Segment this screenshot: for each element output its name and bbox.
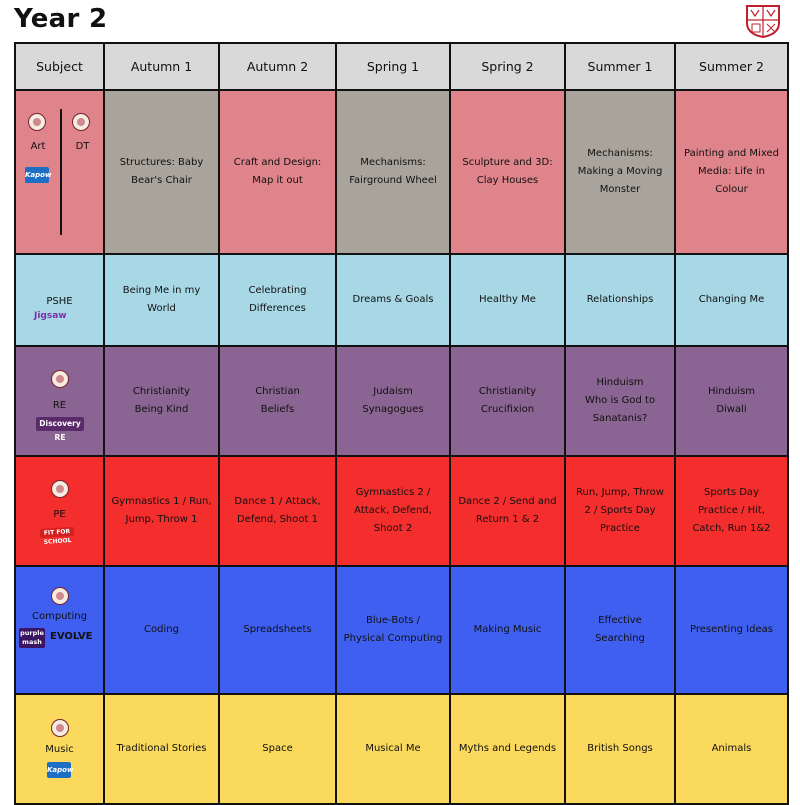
subject-label-computing: Computing bbox=[32, 611, 87, 622]
cell-computing-autumn-2: Spreadsheets bbox=[218, 565, 337, 695]
cell-re-spring-2: Christianity Crucifixion bbox=[449, 345, 566, 457]
dt-logo-icon bbox=[72, 113, 90, 131]
cell-music-summer-2: Animals bbox=[674, 693, 789, 805]
cell-pshe-autumn-1: Being Me in my World bbox=[103, 253, 220, 347]
cell-art-spring-2: Sculpture and 3D: Clay Houses bbox=[449, 89, 566, 255]
cell-re-summer-1: Hinduism Who is God to Sanatanis? bbox=[564, 345, 676, 457]
school-crest-icon bbox=[746, 5, 780, 39]
curriculum-table: Subject Autumn 1 Autumn 2 Spring 1 Sprin… bbox=[14, 42, 789, 805]
page-title: Year 2 bbox=[14, 4, 108, 34]
cell-art-autumn-2: Craft and Design: Map it out bbox=[218, 89, 337, 255]
cell-pshe-spring-2: Healthy Me bbox=[449, 253, 566, 347]
subject-label-pshe: PSHE bbox=[46, 296, 73, 307]
cell-computing-summer-2: Presenting Ideas bbox=[674, 565, 789, 695]
subject-label-music: Music bbox=[45, 744, 74, 755]
table-row-pe: PE FIT FOR SCHOOL Gymnastics 1 / Run, Ju… bbox=[14, 455, 789, 567]
subject-label-dt: DT bbox=[75, 141, 90, 152]
music-logo-icon bbox=[51, 719, 69, 737]
subject-cell-re: RE Discovery RE bbox=[14, 345, 105, 457]
header-autumn-1: Autumn 1 bbox=[103, 42, 220, 91]
table-row-pshe: PSHE Jigsaw Being Me in my World Celebra… bbox=[14, 253, 789, 347]
cell-computing-spring-2: Making Music bbox=[449, 565, 566, 695]
cell-pshe-autumn-2: Celebrating Differences bbox=[218, 253, 337, 347]
cell-computing-spring-1: Blue-Bots / Physical Computing bbox=[335, 565, 451, 695]
subject-cell-pe: PE FIT FOR SCHOOL bbox=[14, 455, 105, 567]
jigsaw-logo: Jigsaw bbox=[34, 311, 67, 321]
kapow-logo: Kapow bbox=[47, 762, 73, 778]
cell-music-summer-1: British Songs bbox=[564, 693, 676, 805]
cell-pshe-summer-2: Changing Me bbox=[674, 253, 789, 347]
cell-pshe-summer-1: Relationships bbox=[564, 253, 676, 347]
discovery-re-logo: Discovery RE bbox=[36, 417, 84, 442]
cell-music-spring-2: Myths and Legends bbox=[449, 693, 566, 805]
subject-cell-music: Music Kapow bbox=[14, 693, 105, 805]
cell-pe-spring-2: Dance 2 / Send and Return 1 & 2 bbox=[449, 455, 566, 567]
header-summer-2: Summer 2 bbox=[674, 42, 789, 91]
cell-music-spring-1: Musical Me bbox=[335, 693, 451, 805]
cell-pe-autumn-2: Dance 1 / Attack, Defend, Shoot 1 bbox=[218, 455, 337, 567]
cell-re-summer-2: Hinduism Diwali bbox=[674, 345, 789, 457]
header-summer-1: Summer 1 bbox=[564, 42, 676, 91]
cell-pe-summer-1: Run, Jump, Throw 2 / Sports Day Practice bbox=[564, 455, 676, 567]
header-spring-1: Spring 1 bbox=[335, 42, 451, 91]
computing-logo-icon bbox=[51, 587, 69, 605]
fit-for-school-logo: FIT FOR SCHOOL bbox=[39, 526, 75, 546]
art-logo-icon bbox=[28, 113, 46, 131]
cell-music-autumn-1: Traditional Stories bbox=[103, 693, 220, 805]
cell-art-autumn-1: Structures: Baby Bear's Chair bbox=[103, 89, 220, 255]
subject-cell-art-dt: Art DT Kapow bbox=[14, 89, 105, 255]
cell-computing-autumn-1: Coding bbox=[103, 565, 220, 695]
header-spring-2: Spring 2 bbox=[449, 42, 566, 91]
cell-art-summer-1: Mechanisms: Making a Moving Monster bbox=[564, 89, 676, 255]
subject-label-pe: PE bbox=[53, 509, 66, 520]
cell-re-spring-1: Judaism Synagogues bbox=[335, 345, 451, 457]
cell-pshe-spring-1: Dreams & Goals bbox=[335, 253, 451, 347]
re-logo-icon bbox=[51, 370, 69, 388]
cell-pe-spring-1: Gymnastics 2 / Attack, Defend, Shoot 2 bbox=[335, 455, 451, 567]
purple-mash-logo: purple mash bbox=[19, 628, 45, 648]
subject-cell-pshe: PSHE Jigsaw bbox=[14, 253, 105, 347]
subject-cell-computing: Computing purple mash EVOLVE bbox=[14, 565, 105, 695]
cell-re-autumn-2: Christian Beliefs bbox=[218, 345, 337, 457]
table-row-re: RE Discovery RE Christianity Being Kind … bbox=[14, 345, 789, 457]
cell-art-spring-1: Mechanisms: Fairground Wheel bbox=[335, 89, 451, 255]
cell-pe-summer-2: Sports Day Practice / Hit, Catch, Run 1&… bbox=[674, 455, 789, 567]
cell-computing-summer-1: Effective Searching bbox=[564, 565, 676, 695]
table-row-art-dt: Art DT Kapow Structures: Baby Bear's Cha… bbox=[14, 89, 789, 255]
cell-art-summer-2: Painting and Mixed Media: Life in Colour bbox=[674, 89, 789, 255]
cell-music-autumn-2: Space bbox=[218, 693, 337, 805]
pe-logo-icon bbox=[51, 480, 69, 498]
header-row: Subject Autumn 1 Autumn 2 Spring 1 Sprin… bbox=[14, 42, 789, 91]
cell-pe-autumn-1: Gymnastics 1 / Run, Jump, Throw 1 bbox=[103, 455, 220, 567]
art-dt-divider bbox=[60, 109, 62, 235]
subject-label-re: RE bbox=[52, 400, 67, 411]
evolve-logo: EVOLVE bbox=[50, 631, 93, 642]
kapow-logo: Kapow bbox=[25, 167, 51, 183]
cell-re-autumn-1: Christianity Being Kind bbox=[103, 345, 220, 457]
subject-label-art: Art bbox=[30, 141, 46, 152]
table-row-music: Music Kapow Traditional Stories Space Mu… bbox=[14, 693, 789, 805]
table-row-computing: Computing purple mash EVOLVE Coding Spre… bbox=[14, 565, 789, 695]
header-subject: Subject bbox=[14, 42, 105, 91]
header-autumn-2: Autumn 2 bbox=[218, 42, 337, 91]
